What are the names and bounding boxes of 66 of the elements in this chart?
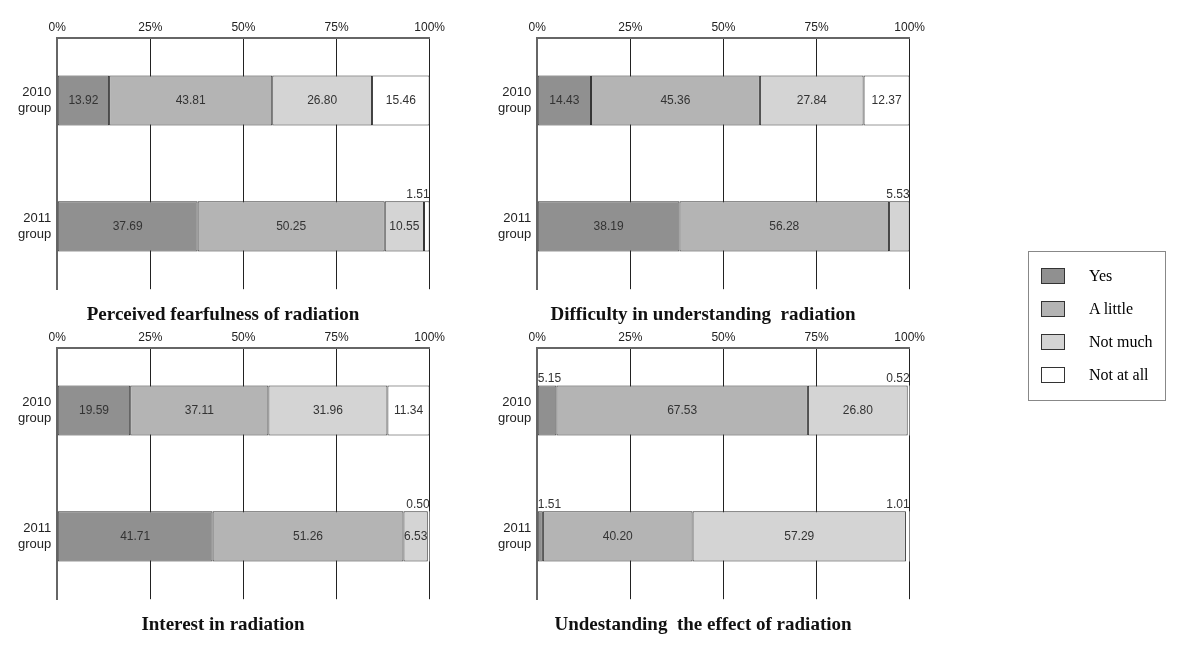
data-label: 43.81 bbox=[175, 92, 206, 107]
data-label: 0.52 bbox=[886, 370, 910, 385]
y-tick-label: 2010 group bbox=[18, 83, 52, 115]
x-tick-label: 50% bbox=[231, 19, 256, 34]
x-tick-label: 50% bbox=[711, 19, 736, 34]
y-tick-label: 2011 group bbox=[18, 209, 52, 241]
x-tick-label: 0% bbox=[48, 329, 67, 344]
x-tick-label: 100% bbox=[414, 19, 446, 34]
data-label: 67.53 bbox=[667, 402, 698, 417]
y-tick-label: 2010 group bbox=[498, 393, 532, 425]
data-label: 13.92 bbox=[68, 92, 99, 107]
legend-label: A little bbox=[1089, 300, 1133, 318]
data-label: 45.36 bbox=[660, 92, 691, 107]
data-label: 50.25 bbox=[276, 218, 307, 233]
data-label: 5.53 bbox=[886, 186, 910, 201]
data-label: 41.71 bbox=[120, 528, 151, 543]
x-tick-label: 100% bbox=[414, 329, 446, 344]
data-label: 31.96 bbox=[312, 402, 344, 417]
data-label: 1.01 bbox=[886, 496, 910, 511]
data-label: 37.69 bbox=[112, 218, 144, 233]
y-tick-label: 2011 group bbox=[498, 519, 532, 551]
legend-label: Not much bbox=[1089, 333, 1153, 351]
data-label: 10.55 bbox=[389, 218, 420, 233]
data-label: 5.15 bbox=[537, 370, 562, 385]
data-label: 56.28 bbox=[769, 218, 800, 233]
y-tick-label: 2011 group bbox=[18, 519, 52, 551]
data-label: 38.19 bbox=[593, 218, 624, 233]
x-tick-label: 75% bbox=[324, 329, 349, 344]
x-tick-label: 25% bbox=[618, 329, 643, 344]
x-tick-label: 25% bbox=[138, 19, 163, 34]
x-tick-label: 0% bbox=[48, 19, 67, 34]
data-label: 57.29 bbox=[784, 528, 815, 543]
text: Undestanding the effect of radiation bbox=[554, 612, 852, 634]
data-label: 11.34 bbox=[393, 402, 424, 417]
y-tick-label: 2011 group bbox=[498, 209, 532, 241]
x-tick-label: 100% bbox=[894, 19, 926, 34]
x-tick-label: 0% bbox=[528, 19, 547, 34]
text: Difficulty in understanding radiation bbox=[550, 302, 856, 324]
text: Perceived fearfulness of radiation bbox=[86, 302, 360, 324]
x-tick-label: 75% bbox=[324, 19, 349, 34]
x-tick-label: 75% bbox=[804, 329, 829, 344]
data-label: 14.43 bbox=[549, 92, 580, 107]
data-label: 15.46 bbox=[385, 92, 417, 107]
data-label: 40.20 bbox=[602, 528, 634, 543]
data-label: 19.59 bbox=[78, 402, 110, 417]
data-label: 1.51 bbox=[537, 496, 562, 511]
x-tick-label: 0% bbox=[528, 329, 547, 344]
data-label: 6.53 bbox=[403, 528, 428, 543]
x-tick-label: 50% bbox=[231, 329, 256, 344]
data-label: 1.51 bbox=[406, 186, 430, 201]
data-label: 37.11 bbox=[184, 402, 215, 417]
data-label: 27.84 bbox=[796, 92, 828, 107]
text: Interest in radiation bbox=[141, 612, 306, 634]
data-label: 12.37 bbox=[871, 92, 902, 107]
text: Not at all bbox=[1089, 366, 1149, 384]
x-tick-label: 25% bbox=[618, 19, 643, 34]
x-tick-label: 75% bbox=[804, 19, 829, 34]
x-tick-label: 100% bbox=[894, 329, 926, 344]
data-label: 26.80 bbox=[307, 92, 338, 107]
x-tick-label: 25% bbox=[138, 329, 163, 344]
y-tick-label: 2010 group bbox=[18, 393, 52, 425]
legend-label: Yes bbox=[1089, 267, 1113, 285]
x-tick-label: 50% bbox=[711, 329, 736, 344]
data-label: 51.26 bbox=[293, 528, 324, 543]
data-label: 26.80 bbox=[842, 402, 874, 417]
y-tick-label: 2010 group bbox=[498, 83, 532, 115]
